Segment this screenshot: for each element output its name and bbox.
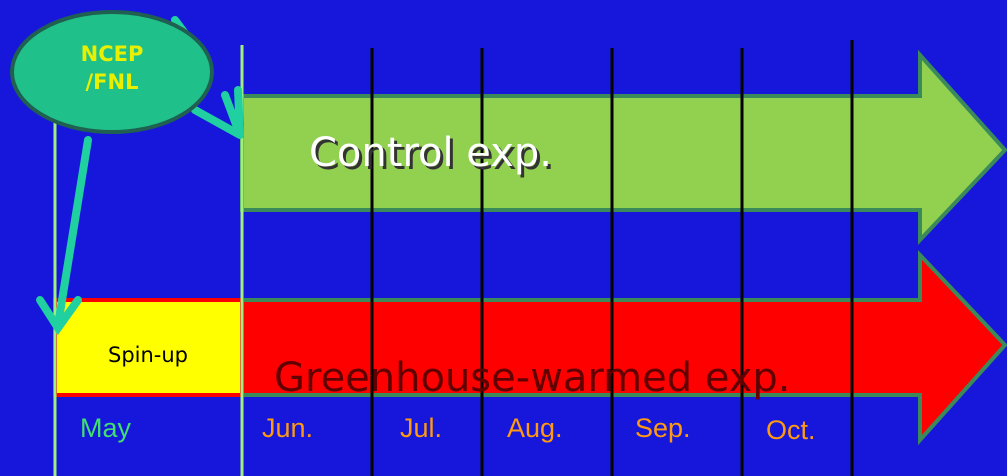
month-label: Jul. xyxy=(400,413,442,443)
arrowhead xyxy=(36,296,82,336)
connector xyxy=(191,106,244,139)
month-label: May xyxy=(80,413,132,443)
month-dividers xyxy=(370,40,854,476)
month-label: Jun. xyxy=(262,413,313,443)
arrowhead xyxy=(221,86,244,137)
greenhouse-arrow xyxy=(240,249,1007,446)
control-arrow xyxy=(240,49,1007,246)
label-shadow: Control exp. xyxy=(312,133,555,179)
month-label: Sep. xyxy=(635,413,691,443)
connector xyxy=(54,136,92,329)
month-label: Aug. xyxy=(507,413,563,443)
greenhouse-label: Greenhouse-warmed exp. xyxy=(274,355,791,401)
source-label: NCEP xyxy=(81,42,144,66)
month-label: Oct. xyxy=(766,415,816,445)
control-label: Control exp. xyxy=(309,130,552,176)
spinup-box xyxy=(53,298,244,397)
source-label: /FNL xyxy=(86,70,139,94)
spinup-label: Spin-up xyxy=(108,343,188,367)
source-bubble xyxy=(10,10,214,134)
